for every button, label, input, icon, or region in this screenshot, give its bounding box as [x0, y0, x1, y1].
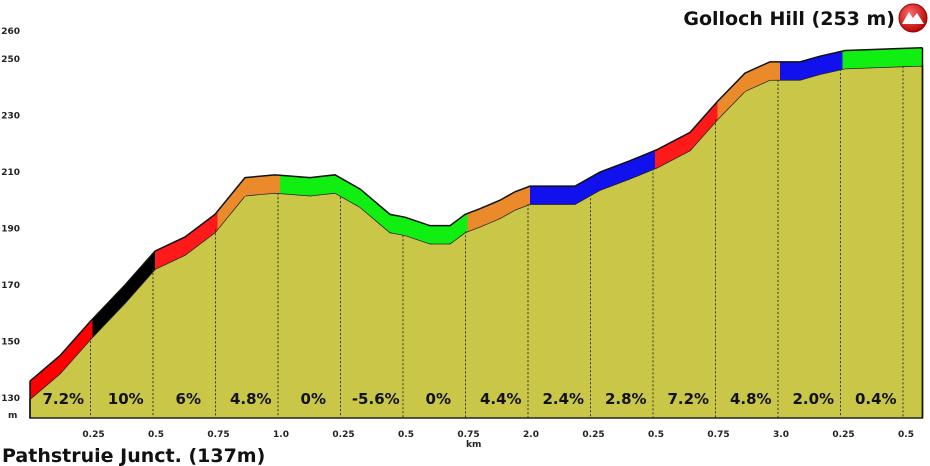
grade-label: 7.2%	[667, 390, 709, 408]
terrain-area	[29, 64, 924, 419]
x-tick-label: 0.25	[582, 430, 604, 440]
grade-band-segment	[30, 319, 93, 400]
x-tick-label: 0.5	[148, 430, 164, 440]
y-tick-label: 170	[1, 281, 20, 291]
x-tick-label: 1.0	[273, 430, 289, 440]
y-tick-label: 230	[1, 112, 20, 122]
grade-band-segment	[155, 211, 218, 270]
grade-label: 2.4%	[542, 390, 584, 408]
grade-label: 0.4%	[855, 390, 897, 408]
y-axis-unit: m	[8, 411, 17, 421]
grade-label: 0%	[301, 390, 326, 408]
grade-band-segment	[92, 251, 155, 338]
grade-label: 4.8%	[230, 390, 272, 408]
grade-label: 6%	[176, 390, 201, 408]
grade-band-segment	[780, 51, 843, 80]
grade-label: 2.8%	[605, 390, 647, 408]
grade-band-segment	[280, 174, 343, 198]
y-tick-label: 260	[1, 27, 20, 37]
x-tick-label: 0.75	[207, 430, 229, 440]
x-tick-label: 0.25	[82, 430, 104, 440]
grade-label: 10%	[108, 390, 144, 408]
y-tick-label: 250	[1, 55, 20, 65]
x-tick-label: 0.25	[332, 430, 354, 440]
start-label: Pathstruie Junct. (137m)	[2, 445, 265, 466]
grade-label: 4.8%	[730, 390, 772, 408]
grade-band-segment	[717, 61, 780, 120]
grade-label: 2.0%	[792, 390, 834, 408]
grade-label: 4.4%	[480, 390, 522, 408]
y-tick-label: 190	[1, 225, 20, 235]
grade-band-segment	[592, 150, 655, 195]
y-tick-label: 130	[1, 394, 20, 404]
chart-title: Golloch Hill (253 m)	[683, 8, 895, 30]
x-tick-label: 0.75	[457, 430, 479, 440]
grade-band-segment	[342, 179, 405, 236]
grade-band-segment	[405, 213, 468, 244]
x-tick-label: 0.25	[832, 430, 854, 440]
x-tick-label: 0.5	[898, 430, 914, 440]
grade-label: 0%	[426, 390, 451, 408]
x-tick-label: 0.5	[648, 430, 664, 440]
grade-band-segment	[842, 47, 923, 70]
grade-band-segment	[530, 176, 593, 205]
x-tick-label: 0.75	[707, 430, 729, 440]
y-tick-label: 150	[1, 338, 20, 348]
x-tick-label: 0.5	[398, 430, 414, 440]
y-tick-label: 210	[1, 168, 20, 178]
x-axis-unit: km	[466, 440, 481, 450]
mountain-icon	[898, 3, 928, 33]
grade-label: 7.2%	[42, 390, 84, 408]
grade-band-segment	[467, 186, 530, 232]
profile-line	[29, 46, 923, 382]
grade-band-segment	[217, 174, 280, 230]
x-tick-label: 2.0	[523, 430, 539, 440]
x-tick-label: 3.0	[773, 430, 789, 440]
grade-label: -5.6%	[352, 390, 400, 408]
